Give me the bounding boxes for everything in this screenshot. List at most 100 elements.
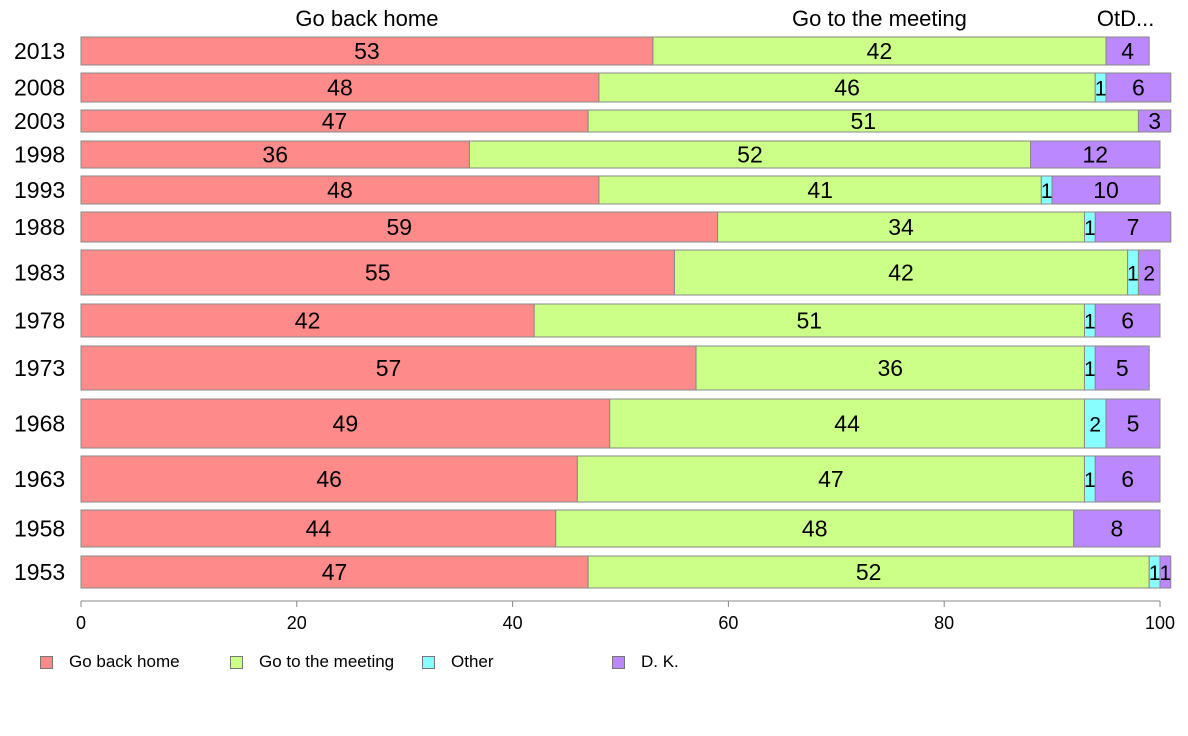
x-tick-label: 0 bbox=[76, 613, 86, 633]
data-label: 1 bbox=[1127, 263, 1139, 286]
bar-segment bbox=[1094, 211, 1172, 243]
data-label: 2 bbox=[1143, 263, 1155, 286]
y-tick-label: 1988 bbox=[14, 214, 65, 240]
data-label: 4 bbox=[1121, 38, 1134, 64]
bar-segment bbox=[1094, 303, 1161, 338]
data-label: 59 bbox=[387, 214, 413, 240]
bar-segment bbox=[598, 72, 1096, 103]
legend-label: Go back home bbox=[69, 652, 180, 671]
data-label: 6 bbox=[1121, 466, 1134, 492]
y-tick-label: 1963 bbox=[14, 466, 65, 492]
data-label: 34 bbox=[888, 214, 914, 240]
y-tick-label: 1973 bbox=[14, 355, 65, 381]
x-tick-label: 20 bbox=[287, 613, 307, 633]
bar-segment bbox=[1030, 140, 1161, 169]
data-label: 42 bbox=[295, 308, 321, 334]
bar-segment bbox=[80, 398, 611, 449]
data-label: 47 bbox=[322, 559, 348, 585]
data-label: 51 bbox=[797, 308, 823, 334]
x-tick-label: 100 bbox=[1145, 613, 1175, 633]
legend-swatch bbox=[422, 655, 435, 669]
bar-segment bbox=[80, 175, 600, 205]
bar-segment bbox=[1105, 72, 1172, 103]
data-label: 46 bbox=[316, 466, 342, 492]
data-label: 7 bbox=[1127, 214, 1140, 240]
data-label: 6 bbox=[1121, 308, 1134, 334]
data-label: 49 bbox=[333, 411, 359, 437]
data-label: 46 bbox=[834, 75, 860, 101]
data-label: 44 bbox=[306, 516, 332, 542]
y-tick-label: 1998 bbox=[14, 142, 65, 168]
bar-segment bbox=[80, 72, 600, 103]
y-tick-label: 1953 bbox=[14, 559, 65, 585]
bar-segment bbox=[80, 249, 675, 296]
legend-swatch bbox=[612, 655, 625, 669]
data-label: 36 bbox=[877, 355, 903, 381]
data-label: 55 bbox=[365, 260, 391, 286]
y-tick-label: 2003 bbox=[14, 108, 65, 134]
bar-segment bbox=[80, 509, 557, 548]
legend-label: Other bbox=[451, 652, 494, 671]
bar-segment bbox=[1073, 509, 1161, 548]
data-label: 8 bbox=[1110, 516, 1123, 542]
legend-item-dk: D. K. bbox=[612, 652, 679, 672]
data-label: 36 bbox=[262, 142, 288, 168]
legend-item-go-back-home: Go back home bbox=[40, 652, 180, 672]
bar-segment bbox=[673, 249, 1129, 296]
bar-segment bbox=[717, 211, 1085, 243]
data-label: 42 bbox=[888, 260, 914, 286]
bar-segment bbox=[1105, 398, 1161, 449]
data-label: 52 bbox=[737, 142, 763, 168]
data-label: 41 bbox=[807, 177, 833, 203]
y-tick-label: 2013 bbox=[14, 38, 65, 64]
header-label-go-to-the-meeting: Go to the meeting bbox=[792, 6, 967, 31]
data-label: 48 bbox=[327, 177, 353, 203]
data-label: 5 bbox=[1116, 355, 1129, 381]
x-tick-label: 60 bbox=[718, 613, 738, 633]
legend-label: D. K. bbox=[641, 652, 679, 671]
data-label: 10 bbox=[1093, 177, 1119, 203]
data-label: 1 bbox=[1084, 311, 1096, 334]
bar-segment bbox=[1159, 555, 1172, 589]
bar-segment bbox=[576, 455, 1085, 503]
y-tick-label: 1978 bbox=[14, 308, 65, 334]
data-label: 44 bbox=[834, 411, 860, 437]
data-label: 1 bbox=[1160, 562, 1172, 585]
y-tick-label: 1958 bbox=[14, 516, 65, 542]
data-label: 57 bbox=[376, 355, 402, 381]
legend-item-go-to-the-meeting: Go to the meeting bbox=[230, 652, 394, 672]
data-label: 1 bbox=[1084, 217, 1096, 240]
bar-segment bbox=[468, 140, 1032, 169]
x-tick-label: 40 bbox=[503, 613, 523, 633]
legend-swatch bbox=[40, 655, 53, 669]
bar-segment bbox=[80, 303, 535, 338]
bar-segment bbox=[652, 36, 1107, 66]
data-label: 47 bbox=[818, 466, 844, 492]
legend-label: Go to the meeting bbox=[259, 652, 395, 671]
data-label: 47 bbox=[322, 108, 348, 134]
data-label: 51 bbox=[850, 108, 876, 134]
data-label: 53 bbox=[354, 38, 380, 64]
data-label: 6 bbox=[1132, 75, 1145, 101]
data-label: 5 bbox=[1127, 411, 1140, 437]
bar-segment bbox=[1105, 36, 1150, 66]
data-label: 52 bbox=[856, 559, 882, 585]
bar-segment bbox=[598, 175, 1042, 205]
y-tick-label: 1983 bbox=[14, 260, 65, 286]
y-tick-label: 2008 bbox=[14, 75, 65, 101]
bar-segment bbox=[80, 140, 470, 169]
header-label-other-dk: OtD... bbox=[1096, 6, 1155, 31]
bar-segment bbox=[1094, 345, 1150, 391]
data-label: 1 bbox=[1149, 562, 1161, 585]
data-label: 1 bbox=[1041, 180, 1053, 203]
x-tick-label: 80 bbox=[934, 613, 954, 633]
legend-item-other: Other bbox=[422, 652, 494, 672]
data-label: 3 bbox=[1148, 108, 1161, 134]
header-label-go-back-home: Go back home bbox=[295, 6, 439, 31]
bar-segment bbox=[533, 303, 1085, 338]
y-tick-label: 1993 bbox=[14, 177, 65, 203]
data-label: 12 bbox=[1082, 142, 1108, 168]
bar-segment bbox=[1051, 175, 1161, 205]
data-label: 1 bbox=[1095, 78, 1107, 101]
